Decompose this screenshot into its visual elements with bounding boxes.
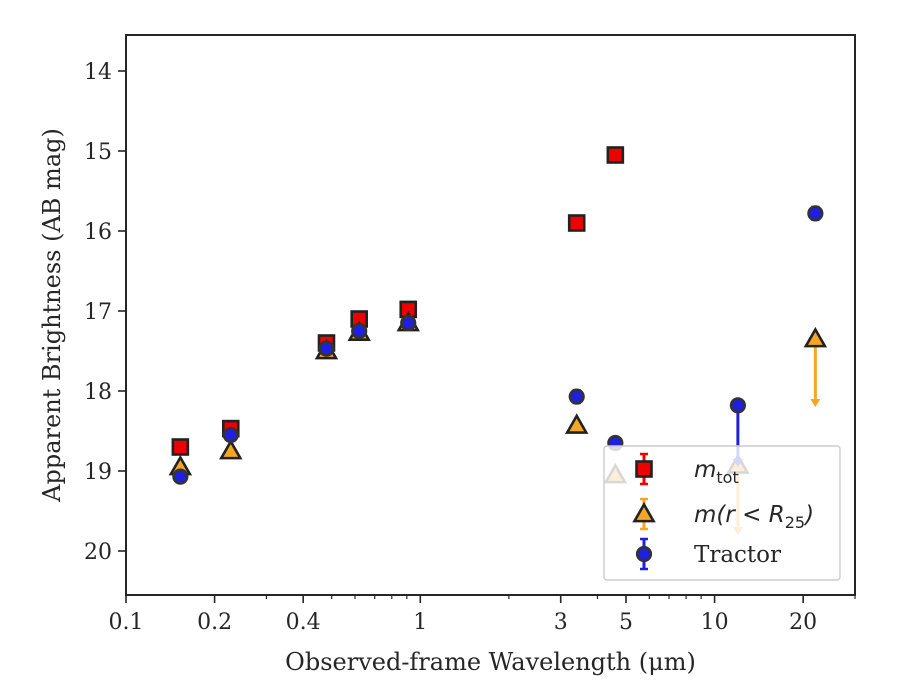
legend-marker-circle [635,545,653,563]
x-tick-label: 0.1 [109,610,144,635]
point-triangle [803,326,828,348]
y-tick-label: 20 [84,540,112,565]
y-tick-label: 16 [84,220,112,245]
point-circle [172,468,189,485]
point-triangle [564,413,589,434]
x-tick-label: 3 [554,610,568,635]
x-tick-label: 20 [789,610,817,635]
legend-label: m(r < R25) [694,502,814,532]
x-axis: 0.1 0.2 0.4 1 3 5 10 20 [109,595,856,635]
x-tick-label: 1 [413,610,427,635]
point-circle [807,205,824,222]
x-tick-label: 0.2 [197,610,232,635]
point-triangle [219,438,243,460]
x-tick-label: 10 [701,610,729,635]
point-circle [400,314,417,332]
y-tick-label: 15 [84,140,112,165]
x-axis-label: Observed-frame Wavelength (μm) [285,648,696,676]
y-axis: 14 15 16 17 18 19 20 [84,60,126,565]
y-axis-label: Apparent Brightness (AB mag) [38,128,66,503]
y-tick-label: 19 [84,460,112,485]
point-square [606,146,625,164]
point-circle [351,322,368,340]
point-square [567,214,586,232]
x-tick-label: 0.4 [286,610,321,635]
y-tick-label: 18 [84,380,112,405]
y-tick-label: 17 [84,300,112,325]
point-circle [318,340,335,357]
point-circle [729,397,746,414]
plot-frame [125,34,856,596]
x-tick-label: 5 [619,610,633,635]
legend-marker-triangle [632,501,656,523]
legend-label: mtot [694,457,739,487]
legend-label: Tractor [694,542,781,568]
point-circle [568,388,585,405]
point-circle [222,426,239,444]
upper-limit-arrow-head [810,399,821,407]
legend: mtot m(r < R25) Tractor [603,445,841,581]
y-tick-label: 14 [84,60,112,85]
legend-marker-square [635,460,653,478]
legend-box [603,445,841,581]
point-square [171,438,190,456]
